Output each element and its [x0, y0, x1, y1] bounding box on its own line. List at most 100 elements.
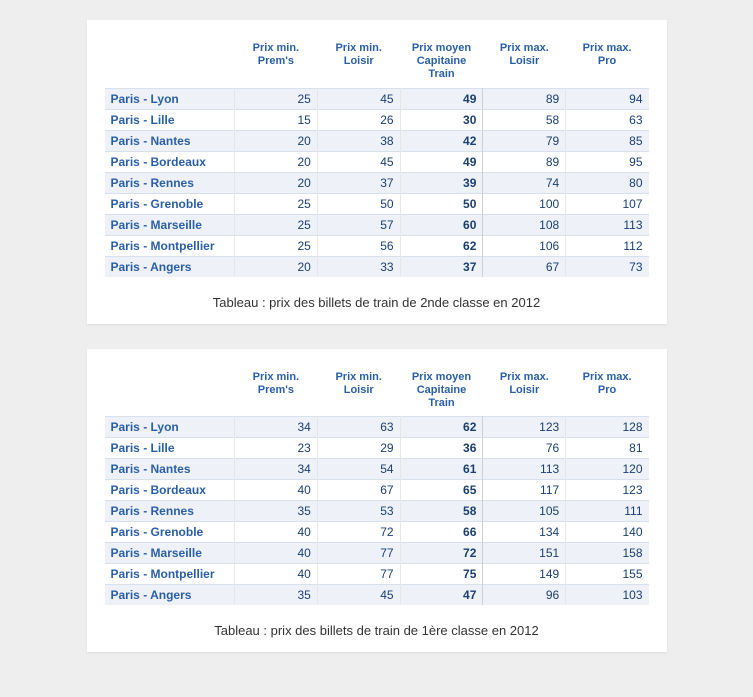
table-row: Paris - Lyon346362123128	[105, 417, 649, 438]
table-row: Paris - Grenoble255050100107	[105, 193, 649, 214]
value-cell: 67	[483, 256, 566, 277]
value-cell: 35	[235, 501, 318, 522]
table-row: Paris - Marseille255760108113	[105, 214, 649, 235]
column-header: Prix max.Pro	[566, 38, 649, 88]
value-cell: 62	[400, 235, 483, 256]
route-cell: Paris - Grenoble	[105, 193, 235, 214]
value-cell: 40	[235, 522, 318, 543]
value-cell: 151	[483, 543, 566, 564]
route-cell: Paris - Bordeaux	[105, 480, 235, 501]
value-cell: 113	[483, 459, 566, 480]
route-cell: Paris - Montpellier	[105, 564, 235, 585]
price-table: Prix min.Prem'sPrix min.LoisirPrix moyen…	[105, 367, 649, 606]
value-cell: 120	[566, 459, 649, 480]
route-cell: Paris - Lille	[105, 109, 235, 130]
value-cell: 113	[566, 214, 649, 235]
value-cell: 47	[400, 585, 483, 606]
value-cell: 60	[400, 214, 483, 235]
value-cell: 76	[483, 438, 566, 459]
value-cell: 112	[566, 235, 649, 256]
value-cell: 38	[317, 130, 400, 151]
value-cell: 45	[317, 151, 400, 172]
table-row: Paris - Nantes2038427985	[105, 130, 649, 151]
value-cell: 42	[400, 130, 483, 151]
column-header: Prix max.Loisir	[483, 38, 566, 88]
value-cell: 134	[483, 522, 566, 543]
value-cell: 107	[566, 193, 649, 214]
route-cell: Paris - Grenoble	[105, 522, 235, 543]
table-caption: Tableau : prix des billets de train de 1…	[105, 623, 649, 638]
value-cell: 37	[400, 256, 483, 277]
value-cell: 63	[317, 417, 400, 438]
value-cell: 50	[317, 193, 400, 214]
value-cell: 100	[483, 193, 566, 214]
value-cell: 67	[317, 480, 400, 501]
table-row: Paris - Rennes355358105111	[105, 501, 649, 522]
route-cell: Paris - Bordeaux	[105, 151, 235, 172]
value-cell: 53	[317, 501, 400, 522]
table-row: Paris - Marseille407772151158	[105, 543, 649, 564]
value-cell: 81	[566, 438, 649, 459]
table-card-1: Prix min.Prem'sPrix min.LoisirPrix moyen…	[87, 349, 667, 653]
value-cell: 23	[235, 438, 318, 459]
value-cell: 15	[235, 109, 318, 130]
value-cell: 39	[400, 172, 483, 193]
column-header-route	[105, 367, 235, 417]
value-cell: 108	[483, 214, 566, 235]
route-cell: Paris - Nantes	[105, 459, 235, 480]
value-cell: 25	[235, 88, 318, 109]
value-cell: 85	[566, 130, 649, 151]
value-cell: 49	[400, 88, 483, 109]
route-cell: Paris - Angers	[105, 585, 235, 606]
value-cell: 45	[317, 88, 400, 109]
table-row: Paris - Montpellier407775149155	[105, 564, 649, 585]
table-card-0: Prix min.Prem'sPrix min.LoisirPrix moyen…	[87, 20, 667, 324]
value-cell: 58	[483, 109, 566, 130]
value-cell: 65	[400, 480, 483, 501]
price-table: Prix min.Prem'sPrix min.LoisirPrix moyen…	[105, 38, 649, 277]
route-cell: Paris - Rennes	[105, 172, 235, 193]
value-cell: 123	[566, 480, 649, 501]
route-cell: Paris - Marseille	[105, 543, 235, 564]
value-cell: 20	[235, 130, 318, 151]
value-cell: 62	[400, 417, 483, 438]
value-cell: 40	[235, 564, 318, 585]
value-cell: 25	[235, 235, 318, 256]
value-cell: 54	[317, 459, 400, 480]
table-row: Paris - Lyon2545498994	[105, 88, 649, 109]
value-cell: 77	[317, 564, 400, 585]
value-cell: 117	[483, 480, 566, 501]
table-caption: Tableau : prix des billets de train de 2…	[105, 295, 649, 310]
route-cell: Paris - Lyon	[105, 417, 235, 438]
column-header: Prix min.Loisir	[317, 38, 400, 88]
value-cell: 73	[566, 256, 649, 277]
value-cell: 20	[235, 256, 318, 277]
value-cell: 140	[566, 522, 649, 543]
value-cell: 123	[483, 417, 566, 438]
table-row: Paris - Rennes2037397480	[105, 172, 649, 193]
value-cell: 40	[235, 543, 318, 564]
table-row: Paris - Bordeaux406765117123	[105, 480, 649, 501]
value-cell: 95	[566, 151, 649, 172]
table-row: Paris - Angers35454796103	[105, 585, 649, 606]
value-cell: 20	[235, 172, 318, 193]
value-cell: 79	[483, 130, 566, 151]
value-cell: 56	[317, 235, 400, 256]
value-cell: 58	[400, 501, 483, 522]
column-header: Prix moyenCapitaine Train	[400, 367, 483, 417]
table-row: Paris - Bordeaux2045498995	[105, 151, 649, 172]
value-cell: 155	[566, 564, 649, 585]
value-cell: 34	[235, 459, 318, 480]
route-cell: Paris - Lyon	[105, 88, 235, 109]
table-row: Paris - Nantes345461113120	[105, 459, 649, 480]
value-cell: 105	[483, 501, 566, 522]
value-cell: 111	[566, 501, 649, 522]
column-header: Prix moyenCapitaine Train	[400, 38, 483, 88]
table-row: Paris - Grenoble407266134140	[105, 522, 649, 543]
value-cell: 75	[400, 564, 483, 585]
value-cell: 128	[566, 417, 649, 438]
column-header: Prix max.Pro	[566, 367, 649, 417]
value-cell: 57	[317, 214, 400, 235]
value-cell: 45	[317, 585, 400, 606]
route-cell: Paris - Marseille	[105, 214, 235, 235]
